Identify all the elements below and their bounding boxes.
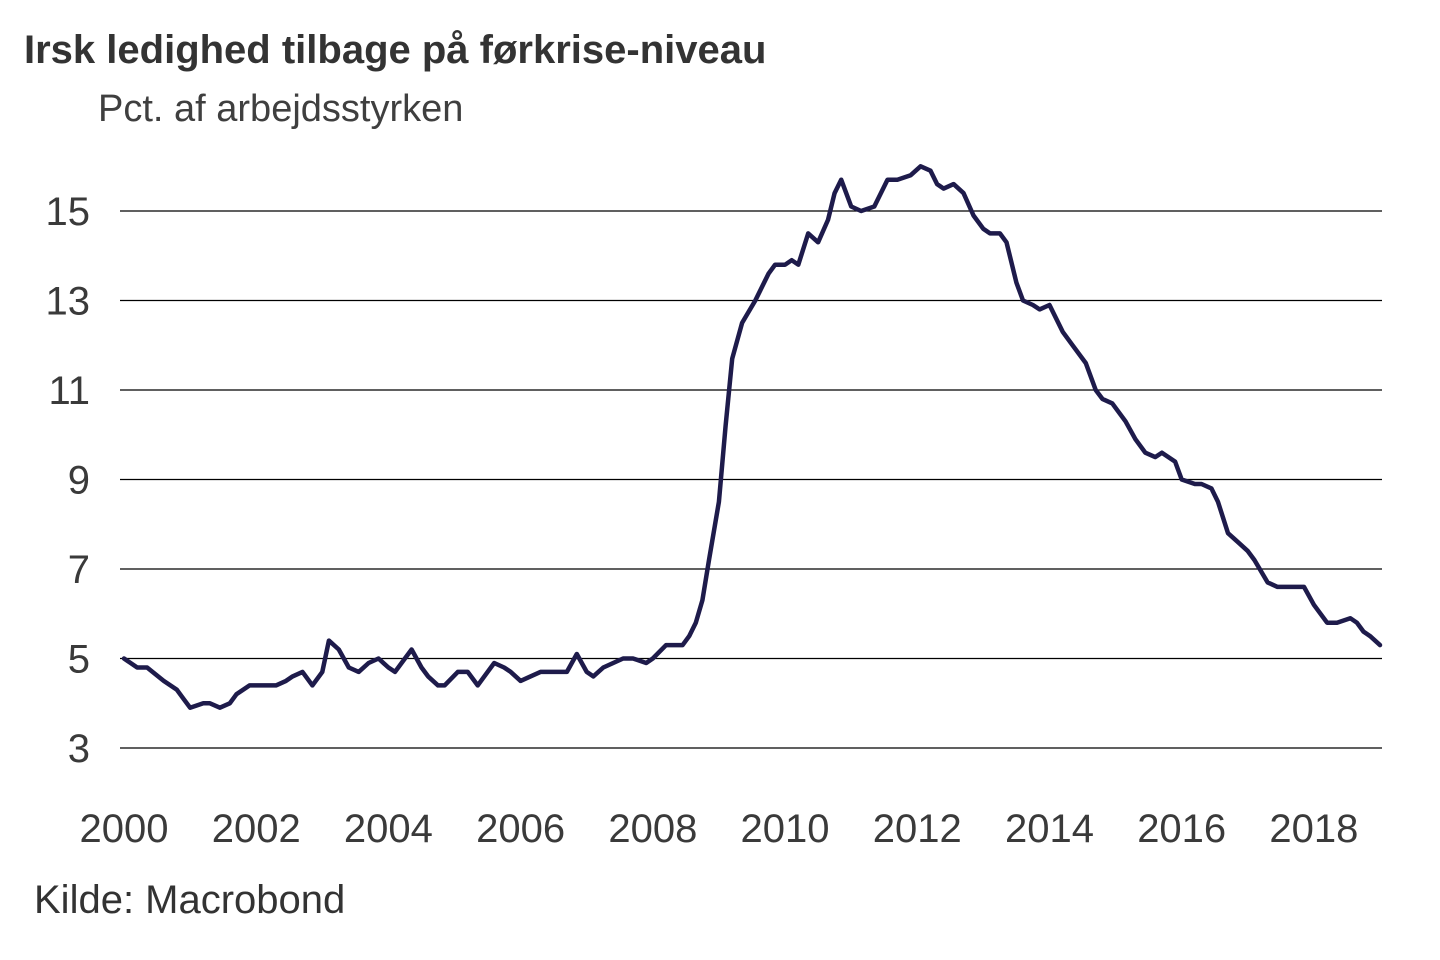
chart-subtitle: Pct. af arbejdsstyrken	[98, 88, 464, 130]
x-tick-label: 2000	[80, 807, 169, 851]
source-note: Kilde: Macrobond	[34, 878, 346, 922]
grid-lines	[120, 210, 1382, 749]
x-axis-ticks: 2000 2002 2004 2006 2008 2010 2012 2014 2016 2018	[80, 807, 1359, 851]
x-tick-label: 2012	[873, 807, 962, 851]
series-line-0	[121, 164, 1383, 710]
y-tick-label: 9	[68, 459, 90, 503]
y-tick-label: 5	[68, 638, 90, 682]
y-tick-label: 11	[48, 369, 90, 413]
chart-title: Irsk ledighed tilbage på førkrise-niveau	[24, 28, 767, 72]
x-tick-label: 2004	[344, 807, 433, 851]
x-tick-label: 2010	[741, 807, 830, 851]
y-tick-label: 13	[46, 280, 91, 324]
x-tick-label: 2014	[1005, 807, 1094, 851]
y-tick-label: 15	[46, 190, 91, 234]
x-tick-label: 2018	[1269, 807, 1358, 851]
series-layer	[121, 164, 1383, 710]
y-axis-ticks: 3 5 7 9 11 13 15	[46, 190, 91, 771]
x-tick-label: 2002	[212, 807, 301, 851]
x-tick-label: 2008	[608, 807, 697, 851]
y-tick-label: 3	[68, 727, 90, 771]
y-tick-label: 7	[68, 548, 90, 592]
x-tick-label: 2016	[1137, 807, 1226, 851]
x-tick-label: 2006	[476, 807, 565, 851]
